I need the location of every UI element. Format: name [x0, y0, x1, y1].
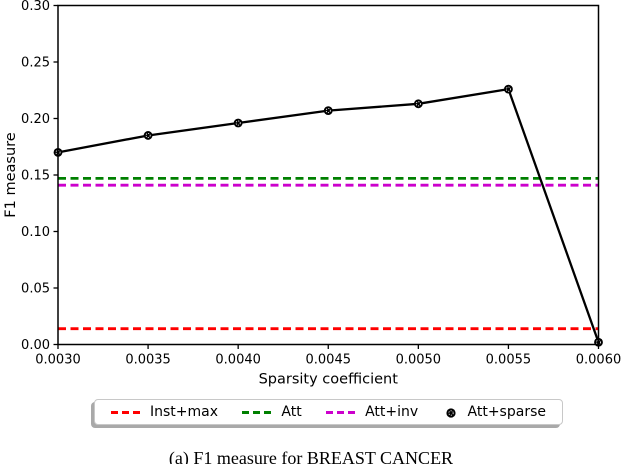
legend: Inst+max Att Att+inv Att+sparse [94, 399, 563, 425]
red-dashed-line-icon [111, 410, 141, 414]
svg-text:0.0050: 0.0050 [396, 353, 442, 368]
legend-entry-att: Att [242, 404, 302, 420]
legend-entry-att-sparse: Att+sparse [443, 404, 546, 420]
axes-spines [57, 4, 600, 346]
circle-marker-icon [443, 405, 459, 419]
baseline-hlines [58, 176, 599, 331]
legend-label: Att+inv [365, 404, 419, 420]
svg-text:0.0030: 0.0030 [35, 353, 81, 368]
svg-text:0.05: 0.05 [21, 282, 50, 297]
legend-entry-att-inv: Att+inv [326, 404, 418, 420]
svg-text:0.0040: 0.0040 [215, 353, 261, 368]
svg-text:0.0045: 0.0045 [306, 353, 352, 368]
legend-label: Att+sparse [467, 404, 546, 420]
magenta-dashed-line-icon [326, 410, 357, 414]
svg-text:0.0055: 0.0055 [486, 353, 532, 368]
svg-text:0.00: 0.00 [21, 338, 50, 353]
svg-text:0.10: 0.10 [21, 225, 50, 240]
svg-text:0.15: 0.15 [21, 169, 50, 184]
chart-plot-area: 0.0030 0.0035 0.0040 0.0045 0.0050 0.0055 0.00… [3, 0, 622, 388]
x-axis-title: Sparsity coefficient [259, 372, 399, 388]
att-sparse-line [53, 84, 603, 347]
y-axis-title: F1 measure [3, 132, 19, 217]
x-axis-ticks: 0.0030 0.0035 0.0040 0.0045 0.0050 0.0055 0.00… [35, 344, 622, 368]
green-dashed-line-icon [242, 410, 273, 414]
figure-caption: (a) F1 measure for BREAST CANCER [168, 448, 454, 464]
svg-text:0.0035: 0.0035 [125, 353, 171, 368]
y-axis-ticks: 0.00 0.05 0.10 0.15 0.20 0.25 0.30 [21, 0, 58, 353]
legend-entry-inst-max: Inst+max [111, 404, 218, 420]
svg-text:0.25: 0.25 [21, 56, 50, 71]
svg-text:0.30: 0.30 [21, 0, 50, 14]
svg-text:0.20: 0.20 [21, 112, 50, 127]
legend-label: Inst+max [150, 404, 219, 420]
legend-label: Att [281, 404, 302, 420]
svg-text:0.0060: 0.0060 [576, 353, 622, 368]
